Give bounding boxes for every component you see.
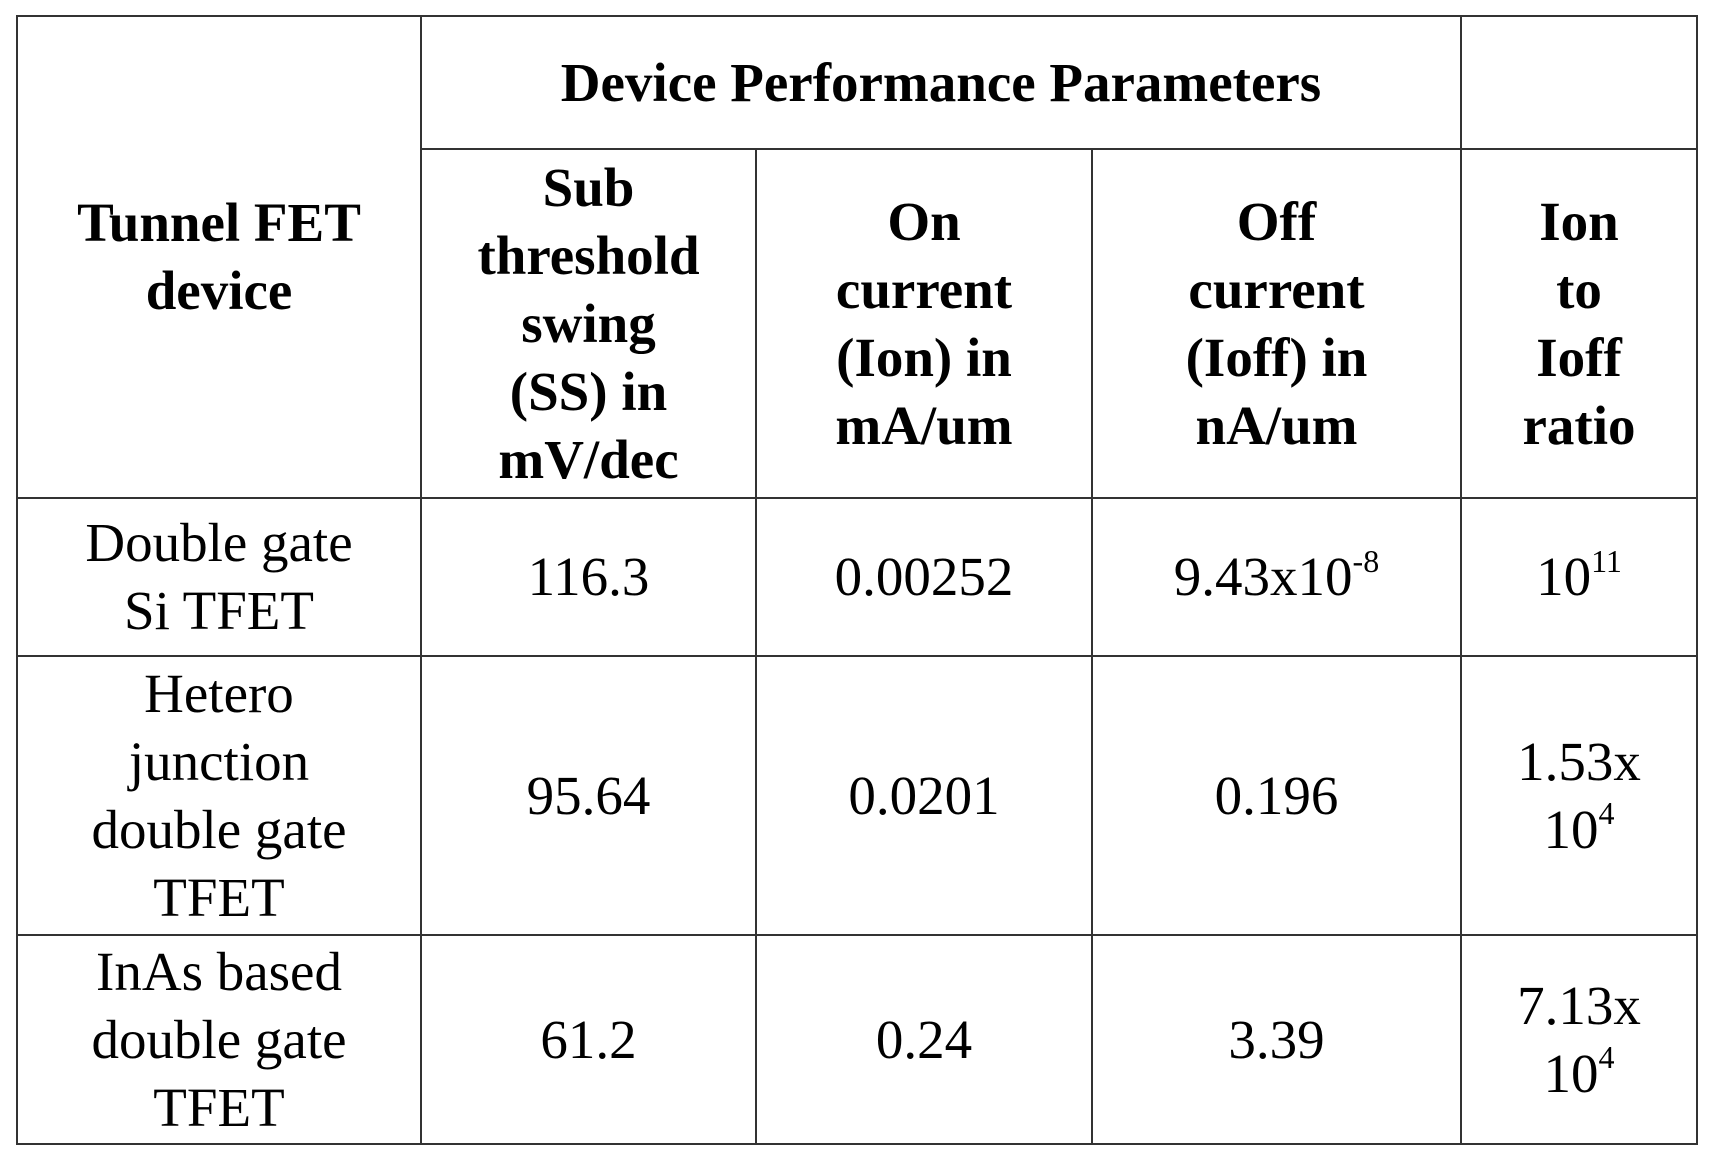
text-line: threshold bbox=[477, 224, 700, 286]
data-cell: 1011 bbox=[1460, 497, 1698, 657]
column-header: Sub threshold swing (SS) in mV/dec bbox=[420, 148, 757, 499]
text-line: Hetero bbox=[144, 662, 294, 724]
text-line: 7.13x bbox=[1517, 974, 1641, 1036]
text-line: 1.53x bbox=[1517, 730, 1641, 792]
text-line: mV/dec bbox=[498, 428, 679, 490]
text-line: double gate bbox=[91, 798, 347, 860]
text-line: nA/um bbox=[1195, 394, 1358, 456]
exponent: -8 bbox=[1352, 542, 1380, 579]
device-name: Double gate Si TFET bbox=[16, 497, 422, 657]
data-cell: 0.24 bbox=[755, 934, 1093, 1145]
empty-header-cell bbox=[1460, 15, 1698, 150]
text-line: TFET bbox=[153, 1076, 285, 1138]
text-line: (SS) in bbox=[509, 360, 668, 422]
text-line: swing bbox=[521, 292, 656, 354]
text-line: to bbox=[1556, 258, 1602, 320]
header-row: Tunnel FET device Device Performance Param… bbox=[16, 15, 1698, 499]
text-line: Tunnel FET bbox=[77, 192, 361, 253]
data-cell: 0.00252 bbox=[755, 497, 1093, 657]
corner-header: Tunnel FET device bbox=[16, 15, 422, 499]
text-line: Double gate bbox=[85, 512, 353, 573]
text-line: Sub bbox=[542, 156, 635, 218]
table-body: Tunnel FET device Device Performance Param… bbox=[16, 15, 1698, 1145]
data-row: InAs based double gate TFET 61.2 0.24 3.39 7.1… bbox=[16, 934, 1698, 1145]
data-row: Hetero junction double gate TFET 95.64 0.0201… bbox=[16, 655, 1698, 936]
header-row: Sub threshold swing (SS) in mV/dec On current(… bbox=[17, 148, 1698, 499]
group-header: Device Performance Parameters bbox=[420, 15, 1462, 150]
data-cell: 9.43x10-8 bbox=[1091, 497, 1462, 657]
text-line: mA/um bbox=[835, 394, 1013, 456]
text-line: (Ion) in bbox=[836, 326, 1012, 388]
data-cell: 1.53x 104 bbox=[1460, 655, 1698, 936]
performance-table: Tunnel FET device Device Performance Param… bbox=[16, 15, 1698, 1145]
text-line: 104 bbox=[1543, 795, 1615, 860]
device-name: InAs based double gate TFET bbox=[16, 934, 422, 1145]
data-cell: 3.39 bbox=[1091, 934, 1462, 1145]
text-line: InAs based bbox=[96, 940, 342, 1002]
text-line: ratio bbox=[1522, 394, 1636, 456]
column-header: Off current (Ioff) in nA/um bbox=[1091, 148, 1462, 499]
text-line: 1011 bbox=[1536, 542, 1622, 607]
exponent: 11 bbox=[1591, 542, 1622, 579]
data-cell: 0.196 bbox=[1091, 655, 1462, 936]
exponent: 4 bbox=[1598, 1039, 1615, 1076]
text-line: 9.43x10-8 bbox=[1173, 542, 1380, 607]
text-line: 104 bbox=[1543, 1039, 1615, 1104]
data-row: Double gate Si TFET 116.3 0.00252 9.43x10-8 1… bbox=[16, 497, 1698, 657]
column-header: Ion to Ioff ratio bbox=[1460, 148, 1698, 499]
data-cell: 7.13x 104 bbox=[1460, 934, 1698, 1145]
data-cell: 61.2 bbox=[420, 934, 757, 1145]
text-line: device bbox=[145, 260, 293, 321]
text-line: On bbox=[887, 190, 961, 252]
column-header: On current (Ion) in mA/um bbox=[755, 148, 1093, 499]
text-line: (Ioff) in bbox=[1185, 326, 1368, 388]
text-line: Ion bbox=[1539, 190, 1619, 252]
data-cell: 116.3 bbox=[420, 497, 757, 657]
data-cell: 95.64 bbox=[420, 655, 757, 936]
text-line: Si TFET bbox=[123, 580, 314, 641]
text-line: double gate bbox=[91, 1008, 347, 1070]
data-cell: 0.0201 bbox=[755, 655, 1093, 936]
text-line: Off bbox=[1236, 190, 1317, 252]
text-line: Ioff bbox=[1536, 326, 1622, 388]
text-line: current bbox=[1188, 258, 1365, 320]
text-line: junction bbox=[128, 730, 310, 792]
text-line: TFET bbox=[153, 866, 285, 928]
device-name: Hetero junction double gate TFET bbox=[16, 655, 422, 936]
exponent: 4 bbox=[1598, 795, 1615, 832]
text-line: current bbox=[835, 258, 1013, 320]
